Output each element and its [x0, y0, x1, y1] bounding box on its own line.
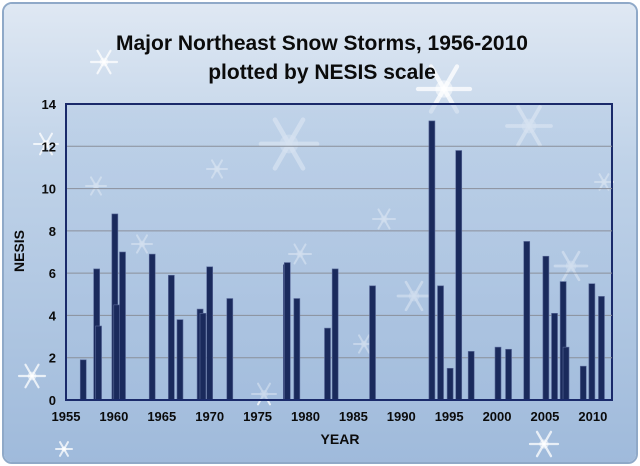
- x-tick-label: 1980: [291, 409, 320, 424]
- data-bar: [505, 348, 512, 401]
- data-bar: [293, 298, 301, 401]
- data-bar: [369, 285, 376, 401]
- y-tick-label: 12: [42, 139, 56, 154]
- snowflake-icon: [55, 441, 73, 457]
- data-bar: [199, 313, 207, 401]
- data-bar: [598, 296, 605, 401]
- data-bar: [226, 298, 234, 401]
- data-bar: [551, 313, 558, 401]
- snowflake-icon: [89, 49, 119, 75]
- y-tick-label: 8: [49, 224, 56, 239]
- x-axis-title: YEAR: [321, 431, 360, 447]
- x-tick-labels: 1955 1960 1965 1970 1975 1980 1985 1990 1995 2000…: [52, 409, 608, 424]
- data-bar: [562, 346, 570, 401]
- x-tick-label: 1970: [195, 409, 224, 424]
- snowflake-icon: [17, 363, 47, 389]
- data-bar: [437, 285, 444, 401]
- y-axis-title: NESIS: [11, 230, 27, 272]
- data-bar: [95, 325, 102, 401]
- data-bar: [467, 351, 475, 401]
- chart-title: Major Northeast Snow Storms, 1956-2010: [116, 32, 528, 55]
- y-tick-label: 0: [49, 393, 56, 408]
- x-tick-label: 1960: [99, 409, 128, 424]
- y-tick-label: 2: [49, 351, 56, 366]
- snowflake-icon: [415, 64, 473, 114]
- data-bar: [579, 365, 587, 401]
- x-tick-label: 1990: [387, 409, 416, 424]
- x-tick-label: 1965: [147, 409, 176, 424]
- x-tick-label: 1995: [435, 409, 464, 424]
- data-bar: [446, 367, 454, 401]
- data-bar: [331, 268, 339, 401]
- snowflake-icon: [33, 132, 59, 156]
- nesis-bar-chart: Major Northeast Snow Storms, 1956-2010 p…: [4, 4, 636, 462]
- data-bar: [588, 283, 596, 401]
- chart-subtitle: plotted by NESIS scale: [208, 61, 436, 84]
- x-tick-label: 1955: [52, 409, 81, 424]
- data-bar: [523, 241, 531, 401]
- data-bar: [324, 327, 331, 401]
- data-bar: [168, 274, 175, 401]
- x-tick-label: 2010: [578, 409, 607, 424]
- data-bar: [206, 266, 213, 401]
- data-bar: [79, 359, 87, 401]
- x-tick-label: 1985: [339, 409, 368, 424]
- y-tick-label: 4: [49, 308, 57, 323]
- x-tick-label: 1975: [243, 409, 272, 424]
- data-bar: [494, 346, 502, 401]
- y-tick-labels: 0 2 4 6 8 10 12 14: [42, 97, 57, 408]
- data-bar: [542, 255, 550, 401]
- x-tick-label: 2000: [483, 409, 512, 424]
- axes: [65, 104, 612, 401]
- data-bar: [283, 262, 291, 401]
- gridlines: [66, 145, 612, 359]
- data-bar: [119, 251, 126, 401]
- data-bar: [176, 319, 184, 401]
- data-bar: [113, 304, 121, 401]
- y-tick-label: 14: [42, 97, 57, 112]
- plot-area: [65, 103, 613, 401]
- y-tick-label: 10: [42, 182, 56, 197]
- data-bar: [148, 253, 156, 401]
- snowflake-icon: [528, 430, 560, 458]
- x-tick-label: 2005: [530, 409, 559, 424]
- data-bar: [455, 150, 463, 401]
- y-tick-label: 6: [49, 266, 56, 281]
- data-bar: [428, 120, 436, 401]
